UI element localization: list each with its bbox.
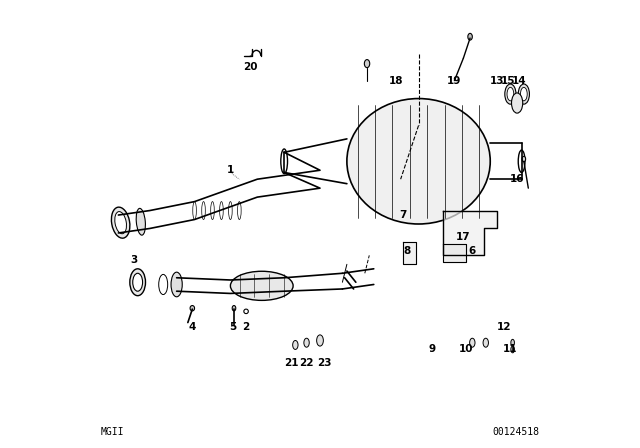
Ellipse shape (115, 211, 127, 234)
Ellipse shape (511, 340, 515, 346)
Text: 21: 21 (284, 358, 298, 368)
Text: 6: 6 (468, 246, 476, 256)
Ellipse shape (522, 156, 525, 162)
Text: 4: 4 (189, 322, 196, 332)
Ellipse shape (190, 306, 195, 311)
Ellipse shape (132, 273, 143, 291)
Text: MGII: MGII (100, 427, 124, 437)
Text: 14: 14 (512, 76, 527, 86)
Text: 15: 15 (501, 76, 515, 86)
Ellipse shape (511, 93, 523, 113)
Text: 23: 23 (317, 358, 332, 368)
Ellipse shape (468, 34, 472, 40)
Text: 12: 12 (497, 322, 511, 332)
Ellipse shape (511, 346, 515, 353)
Ellipse shape (347, 99, 490, 224)
Text: 1: 1 (227, 165, 234, 175)
Text: 20: 20 (243, 62, 258, 72)
Text: 00124518: 00124518 (493, 427, 540, 437)
Text: 11: 11 (503, 345, 518, 354)
Polygon shape (403, 242, 417, 264)
Text: 19: 19 (447, 76, 461, 86)
Text: 13: 13 (490, 76, 504, 86)
Ellipse shape (483, 338, 488, 347)
Ellipse shape (111, 207, 130, 238)
Ellipse shape (470, 338, 475, 347)
Ellipse shape (130, 269, 145, 296)
Ellipse shape (507, 87, 514, 101)
Text: 2: 2 (243, 322, 250, 332)
Ellipse shape (232, 306, 236, 311)
Ellipse shape (244, 309, 248, 314)
Ellipse shape (364, 60, 370, 68)
Polygon shape (443, 244, 466, 262)
Text: 17: 17 (456, 233, 470, 242)
Text: 18: 18 (389, 76, 403, 86)
Ellipse shape (292, 340, 298, 349)
Text: 10: 10 (458, 345, 473, 354)
Ellipse shape (159, 274, 168, 295)
Text: 3: 3 (131, 255, 138, 265)
Text: 16: 16 (510, 174, 524, 184)
Ellipse shape (136, 208, 145, 235)
Text: 22: 22 (300, 358, 314, 368)
Text: 7: 7 (399, 210, 406, 220)
Ellipse shape (171, 272, 182, 297)
Polygon shape (443, 211, 497, 255)
Ellipse shape (505, 84, 516, 104)
Ellipse shape (304, 338, 309, 347)
Ellipse shape (520, 87, 527, 101)
Text: 5: 5 (229, 322, 236, 332)
Ellipse shape (518, 84, 529, 104)
Text: 9: 9 (428, 345, 436, 354)
Text: 8: 8 (404, 246, 411, 256)
Ellipse shape (230, 271, 293, 301)
Ellipse shape (317, 335, 323, 346)
